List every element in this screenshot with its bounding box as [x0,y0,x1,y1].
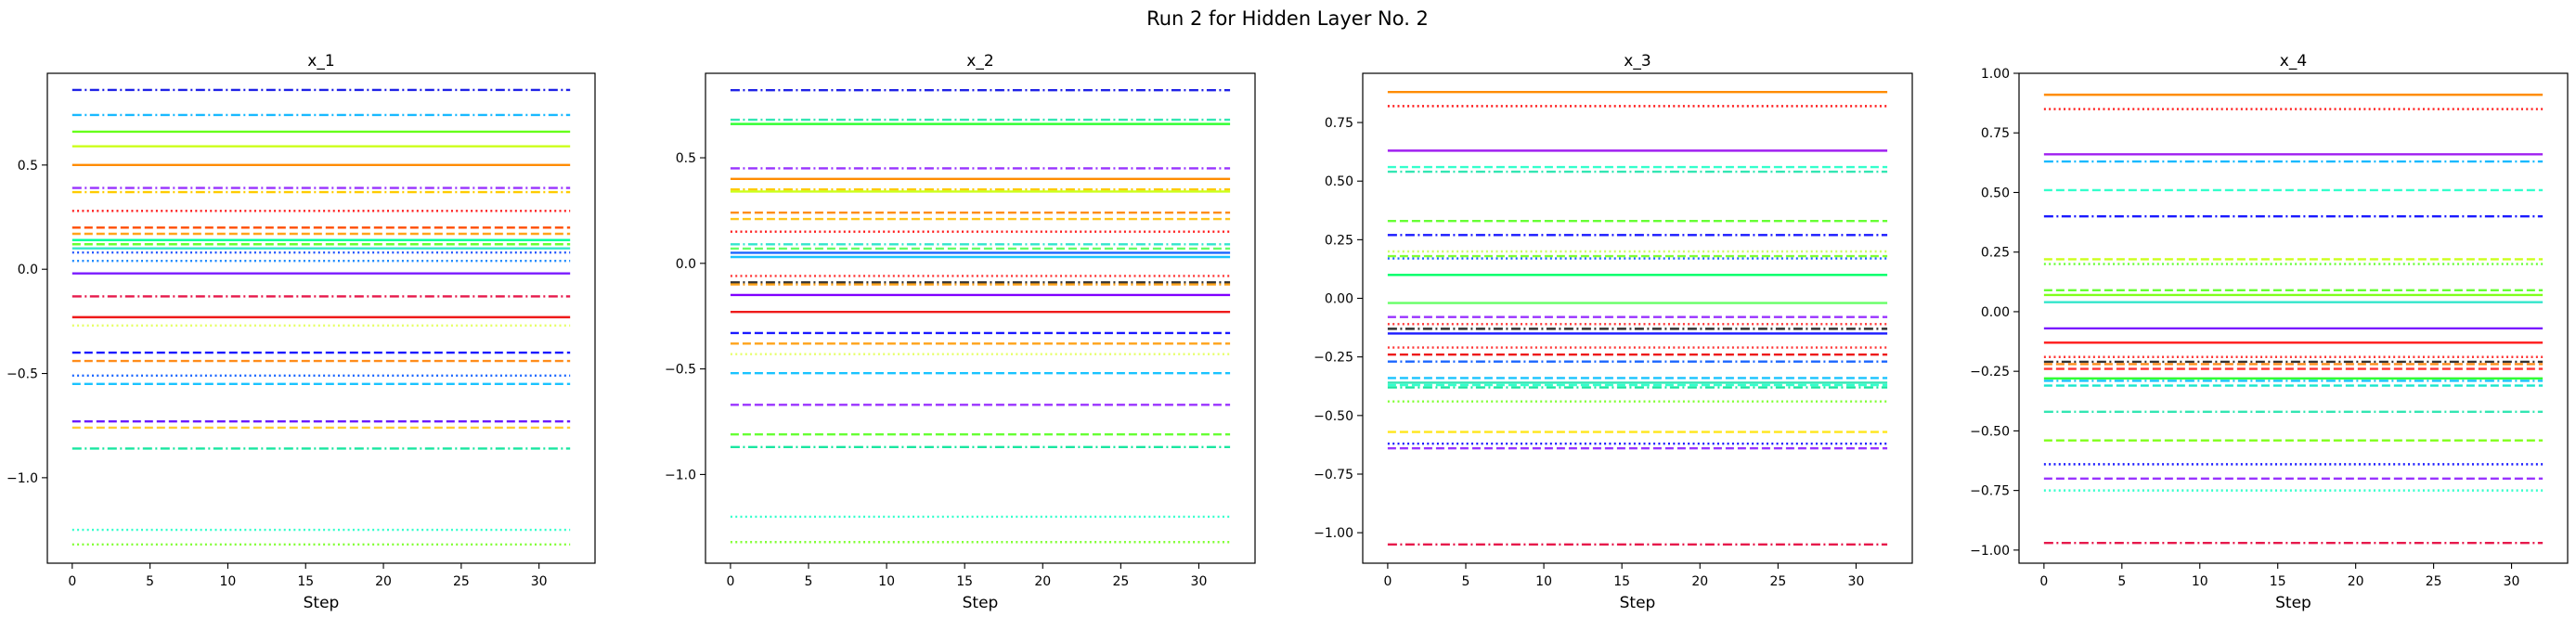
x-tick-label: 5 [805,574,813,589]
panel-title: x_3 [1624,52,1650,71]
chart-panels: 0 5 10 15 20 25 30 −1.0 −0.5 0.0 0.5 x_1 Step 0 5 10 15 2… [6,52,2569,612]
x-axis-label: Step [304,594,340,612]
chart-panel-1: 0 5 10 15 20 25 30 −1.0 −0.5 0.0 0.5 x_1 Step [6,52,596,612]
y-tick-label: 0.25 [1981,246,2010,261]
figure-title: Run 2 for Hidden Layer No. 2 [1146,7,1429,30]
x-axis-label: Step [963,594,999,612]
y-tick-label: 0.00 [1981,305,2010,320]
chart-panel-2: 0 5 10 15 20 25 30 −1.0 −0.5 0.0 0.5 x_2 Step [665,52,1256,612]
x-tick-label: 10 [1535,574,1552,589]
panel-title: x_4 [2280,52,2307,71]
x-tick-label: 0 [68,574,76,589]
x-tick-label: 5 [2117,574,2126,589]
x-tick-label: 15 [956,574,973,589]
x-axis-label: Step [2275,594,2311,612]
y-tick-label: −0.5 [6,367,38,382]
y-tick-label: −0.25 [1314,351,1353,366]
x-tick-label: 25 [2426,574,2442,589]
x-tick-label: 20 [1691,574,1708,589]
y-tick-label: 0.0 [18,263,38,277]
chart-panel-3: 0 5 10 15 20 25 30 −1.00 −0.75 −0.50 −0.25 0.00 0.25… [1314,52,1913,612]
x-tick-label: 5 [146,574,154,589]
plot-frame [1362,72,1913,564]
x-tick-label: 0 [726,574,734,589]
y-tick-label: 0.75 [1325,116,1353,131]
y-tick-label: −0.75 [1314,468,1353,482]
x-tick-label: 30 [1848,574,1865,589]
x-tick-label: 0 [1383,574,1392,589]
x-tick-label: 20 [2348,574,2364,589]
x-tick-label: 0 [2039,574,2048,589]
x-tick-label: 15 [297,574,314,589]
y-tick-label: 0.00 [1325,292,1353,307]
x-tick-label: 25 [1769,574,1786,589]
x-tick-label: 10 [220,574,237,589]
y-tick-label: −1.0 [6,471,38,486]
x-tick-label: 15 [1613,574,1630,589]
y-tick-label: 0.5 [18,159,38,174]
x-tick-label: 20 [1034,574,1051,589]
x-tick-label: 5 [1462,574,1470,589]
y-tick-label: −1.00 [1970,544,2010,559]
x-tick-label: 15 [2270,574,2286,589]
x-tick-label: 30 [531,574,548,589]
plot-frame [705,72,1256,564]
x-tick-label: 10 [878,574,895,589]
y-tick-label: 0.75 [1981,126,2010,141]
y-tick-label: 0.50 [1981,186,2010,200]
panel-title: x_1 [307,52,334,71]
y-tick-label: −1.00 [1314,526,1353,541]
y-tick-label: −0.50 [1970,424,2010,439]
y-tick-label: 0.5 [676,151,696,166]
y-tick-label: −0.25 [1970,365,2010,379]
x-tick-label: 30 [2504,574,2520,589]
panel-title: x_2 [966,52,993,71]
x-tick-label: 25 [1112,574,1129,589]
y-tick-label: −1.0 [665,468,696,482]
plot-frame [2018,72,2569,564]
y-tick-label: 0.25 [1325,233,1353,248]
y-tick-label: 1.00 [1981,67,2010,82]
x-tick-label: 10 [2192,574,2208,589]
y-tick-label: 0.0 [676,257,696,272]
x-tick-label: 25 [453,574,470,589]
y-tick-label: −0.75 [1970,484,2010,499]
x-axis-label: Step [1620,594,1656,612]
chart-panel-4: 0 5 10 15 20 25 30 −1.00 −0.75 −0.50 −0.25 0.00 0.25… [1970,52,2569,612]
y-tick-label: −0.5 [665,363,696,378]
x-tick-label: 30 [1191,574,1208,589]
y-tick-label: 0.50 [1325,174,1353,189]
y-tick-label: −0.50 [1314,409,1353,424]
x-tick-label: 20 [375,574,392,589]
plot-frame [46,72,596,564]
